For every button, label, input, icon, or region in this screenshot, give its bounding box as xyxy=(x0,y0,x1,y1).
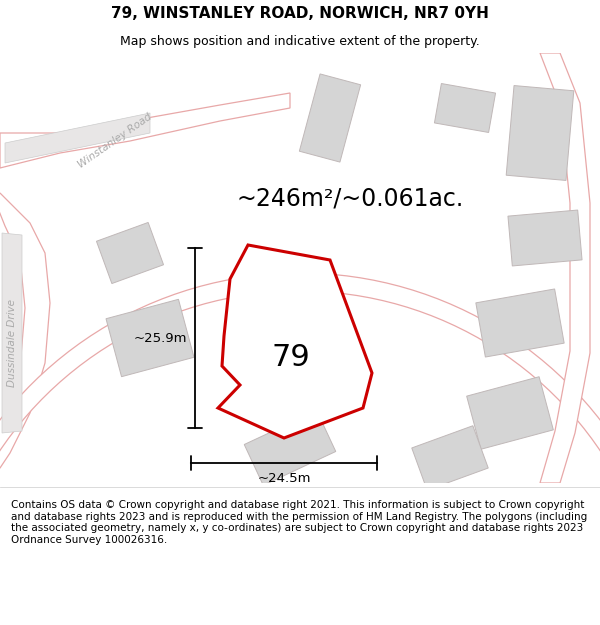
Polygon shape xyxy=(467,377,553,449)
Text: ~24.5m: ~24.5m xyxy=(257,472,311,486)
Polygon shape xyxy=(257,263,343,343)
Text: ~246m²/~0.061ac.: ~246m²/~0.061ac. xyxy=(236,186,464,210)
Polygon shape xyxy=(218,245,372,438)
Text: Dussindale Drive: Dussindale Drive xyxy=(7,299,17,387)
Polygon shape xyxy=(0,93,290,168)
Polygon shape xyxy=(299,74,361,162)
Text: 79: 79 xyxy=(272,343,310,372)
Text: Winstanley Road: Winstanley Road xyxy=(76,112,154,170)
Polygon shape xyxy=(0,193,50,468)
Polygon shape xyxy=(412,426,488,490)
Polygon shape xyxy=(540,53,590,483)
Polygon shape xyxy=(5,113,150,163)
Text: Contains OS data © Crown copyright and database right 2021. This information is : Contains OS data © Crown copyright and d… xyxy=(11,500,587,545)
Polygon shape xyxy=(244,411,336,485)
Text: Map shows position and indicative extent of the property.: Map shows position and indicative extent… xyxy=(120,35,480,48)
Text: ~25.9m: ~25.9m xyxy=(133,331,187,344)
Polygon shape xyxy=(0,273,600,590)
Polygon shape xyxy=(476,289,564,357)
Polygon shape xyxy=(506,86,574,181)
Text: 79, WINSTANLEY ROAD, NORWICH, NR7 0YH: 79, WINSTANLEY ROAD, NORWICH, NR7 0YH xyxy=(111,6,489,21)
Polygon shape xyxy=(2,233,22,433)
Polygon shape xyxy=(106,299,194,377)
Polygon shape xyxy=(434,84,496,132)
Polygon shape xyxy=(508,210,582,266)
Polygon shape xyxy=(97,222,164,284)
